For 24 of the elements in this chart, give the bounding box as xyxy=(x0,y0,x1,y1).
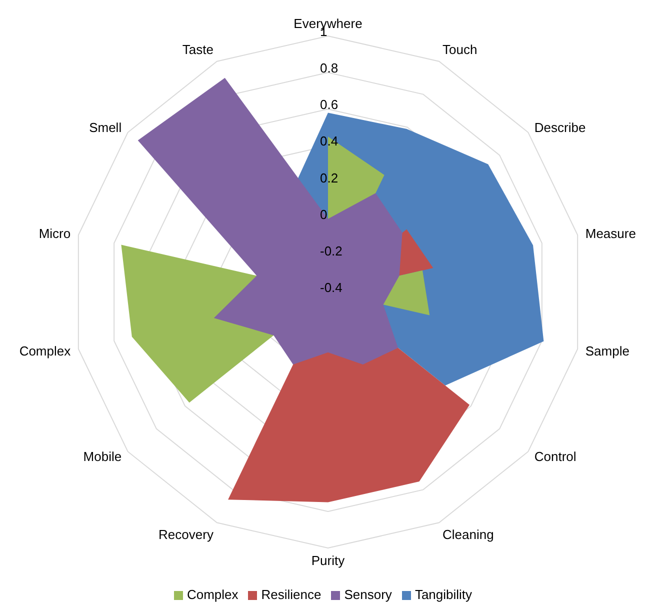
spoke-label: Smell xyxy=(89,120,122,136)
legend-label: Complex xyxy=(186,587,238,602)
legend-label: Sensory xyxy=(344,587,392,602)
spoke-label: Touch xyxy=(442,42,478,58)
y-tick-label: -0.4 xyxy=(320,280,342,295)
y-tick-label: -0.2 xyxy=(320,243,342,258)
y-tick-label: 0.6 xyxy=(320,97,338,112)
y-tick-label: 0.2 xyxy=(320,170,338,186)
spoke-label: Cleaning xyxy=(442,527,494,542)
spoke-label: Mobile xyxy=(83,449,122,464)
legend-label: Tangibility xyxy=(414,587,472,602)
spoke-label: Complex xyxy=(19,343,72,358)
spoke-label: Taste xyxy=(182,42,214,58)
spoke-label: Describe xyxy=(534,120,586,136)
spoke-label: Recovery xyxy=(158,527,214,542)
y-tick-label: 0.8 xyxy=(320,60,338,76)
spoke-label: Measure xyxy=(585,226,636,241)
y-tick-label: 0 xyxy=(320,206,328,222)
spoke-label: Control xyxy=(534,449,576,464)
spoke-label: Micro xyxy=(38,226,71,241)
spoke-label: Purity xyxy=(311,553,346,568)
y-tick-label: 0.4 xyxy=(320,134,338,149)
spoke-label: Sample xyxy=(585,343,630,358)
legend-label: Resilience xyxy=(261,587,322,602)
